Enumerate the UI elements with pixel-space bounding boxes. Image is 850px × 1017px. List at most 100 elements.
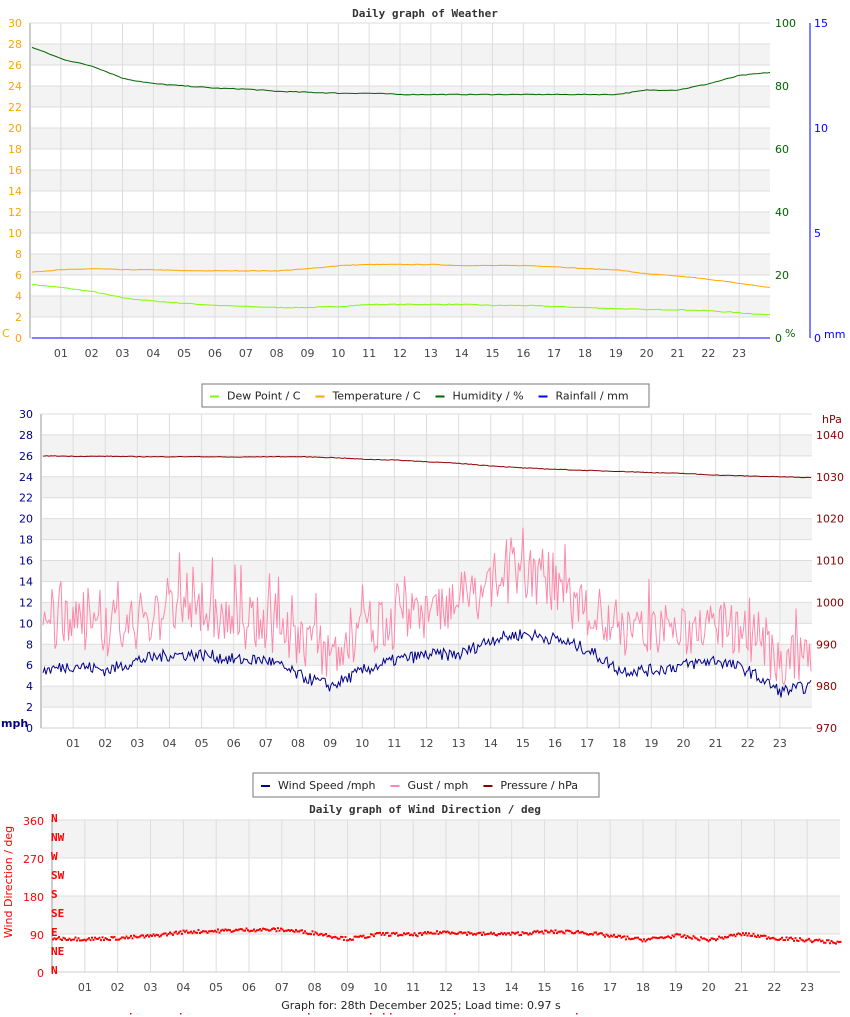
direction-point <box>304 930 306 933</box>
stray-point <box>308 1013 310 1015</box>
direction-point <box>676 933 678 936</box>
hour-tick-label: 20 <box>702 981 716 994</box>
direction-point <box>272 927 275 930</box>
direction-point <box>781 936 783 939</box>
direction-point <box>596 933 599 936</box>
wind-pressure-chart: 01 02 03 04 05 06 07 08 09 10 11 12 13 14 15 16 17 18 19 20… <box>1 408 844 750</box>
direction-point <box>53 937 56 940</box>
hour-tick-label: 11 <box>362 347 376 360</box>
direction-point <box>544 929 546 932</box>
left-tick-label: 12 <box>8 206 22 219</box>
pressure-tick-label: 1020 <box>816 513 844 526</box>
footer-text: Graph for: 28th December 2025; Load time… <box>281 999 561 1012</box>
direction-point <box>373 935 375 938</box>
compass-label: S <box>51 888 58 901</box>
series-line-2 <box>31 46 771 96</box>
direction-point <box>82 939 84 942</box>
direction-point <box>733 933 735 936</box>
direction-point <box>736 933 738 936</box>
direction-point <box>463 931 465 934</box>
direction-point <box>199 932 201 935</box>
direction-point <box>593 931 596 934</box>
left-tick-label: 8 <box>26 638 33 651</box>
direction-point <box>425 932 428 935</box>
direction-point <box>71 938 74 941</box>
direction-point <box>220 929 222 932</box>
direction-point <box>700 936 702 939</box>
direction-point <box>464 931 467 934</box>
direction-point <box>104 937 107 940</box>
direction-point <box>680 935 683 938</box>
rainfall-tick-label: 0 <box>814 332 821 345</box>
direction-point <box>574 931 576 934</box>
direction-point <box>539 930 542 933</box>
hour-tick-label: 06 <box>227 737 241 750</box>
direction-point <box>757 934 759 937</box>
rainfall-tick-label: 5 <box>814 227 821 240</box>
direction-point <box>389 934 392 937</box>
direction-point <box>709 938 711 941</box>
direction-point <box>605 933 608 936</box>
direction-point <box>829 942 831 945</box>
hour-tick-label: 18 <box>612 737 626 750</box>
direction-point <box>496 934 498 937</box>
direction-point <box>580 931 582 934</box>
humidity-tick-label: 0 <box>775 332 782 345</box>
direction-point <box>179 930 182 933</box>
left-tick-label: 24 <box>19 471 33 484</box>
direction-point <box>652 936 654 939</box>
direction-point <box>685 936 687 939</box>
direction-point <box>343 938 345 941</box>
direction-point <box>95 937 98 940</box>
legend-label-3: Rainfall / mm <box>556 390 629 403</box>
direction-point <box>809 939 812 942</box>
compass-label: N <box>51 964 58 977</box>
direction-point <box>176 932 179 935</box>
hour-tick-label: 15 <box>486 347 500 360</box>
left-tick-label: 4 <box>26 680 33 693</box>
direction-point <box>467 931 470 934</box>
direction-point <box>458 931 461 934</box>
direction-point <box>256 929 258 932</box>
direction-point <box>295 929 297 932</box>
hour-tick-label: 01 <box>78 981 92 994</box>
direction-point <box>830 939 833 942</box>
hour-tick-label: 06 <box>208 347 222 360</box>
direction-point <box>713 938 716 941</box>
direction-point <box>557 930 560 933</box>
direction-point <box>532 931 534 934</box>
direction-point <box>487 932 489 935</box>
direction-point <box>646 938 648 941</box>
direction-point <box>751 934 753 937</box>
direction-point <box>190 930 192 933</box>
hour-tick-label: 13 <box>452 737 466 750</box>
left-tick-label: 26 <box>19 450 33 463</box>
direction-point <box>805 939 807 942</box>
direction-point <box>715 939 717 942</box>
direction-point <box>166 934 168 937</box>
direction-point <box>122 936 125 939</box>
direction-point <box>760 934 762 937</box>
direction-point <box>430 931 432 934</box>
direction-point <box>230 930 233 933</box>
direction-point <box>410 933 413 936</box>
direction-point <box>758 936 761 939</box>
direction-point <box>406 932 408 935</box>
direction-point <box>701 937 704 940</box>
wind-legend: Wind Speed /mph Gust / mph Pressure / hPa <box>252 772 600 798</box>
direction-point <box>776 938 779 941</box>
direction-point <box>422 932 425 935</box>
direction-point <box>383 933 386 936</box>
hour-tick-label: 04 <box>163 737 177 750</box>
direction-point <box>278 929 281 932</box>
direction-point <box>617 934 620 937</box>
direction-point <box>269 929 272 932</box>
left-tick-label: 20 <box>8 122 22 135</box>
weather-legend: Dew Point / C Temperature / C Humidity / %… <box>201 383 650 408</box>
direction-point <box>59 938 62 941</box>
direction-point <box>419 931 422 934</box>
direction-point <box>424 931 426 934</box>
direction-point <box>287 929 290 932</box>
direction-point <box>791 937 794 940</box>
direction-point <box>641 940 644 943</box>
